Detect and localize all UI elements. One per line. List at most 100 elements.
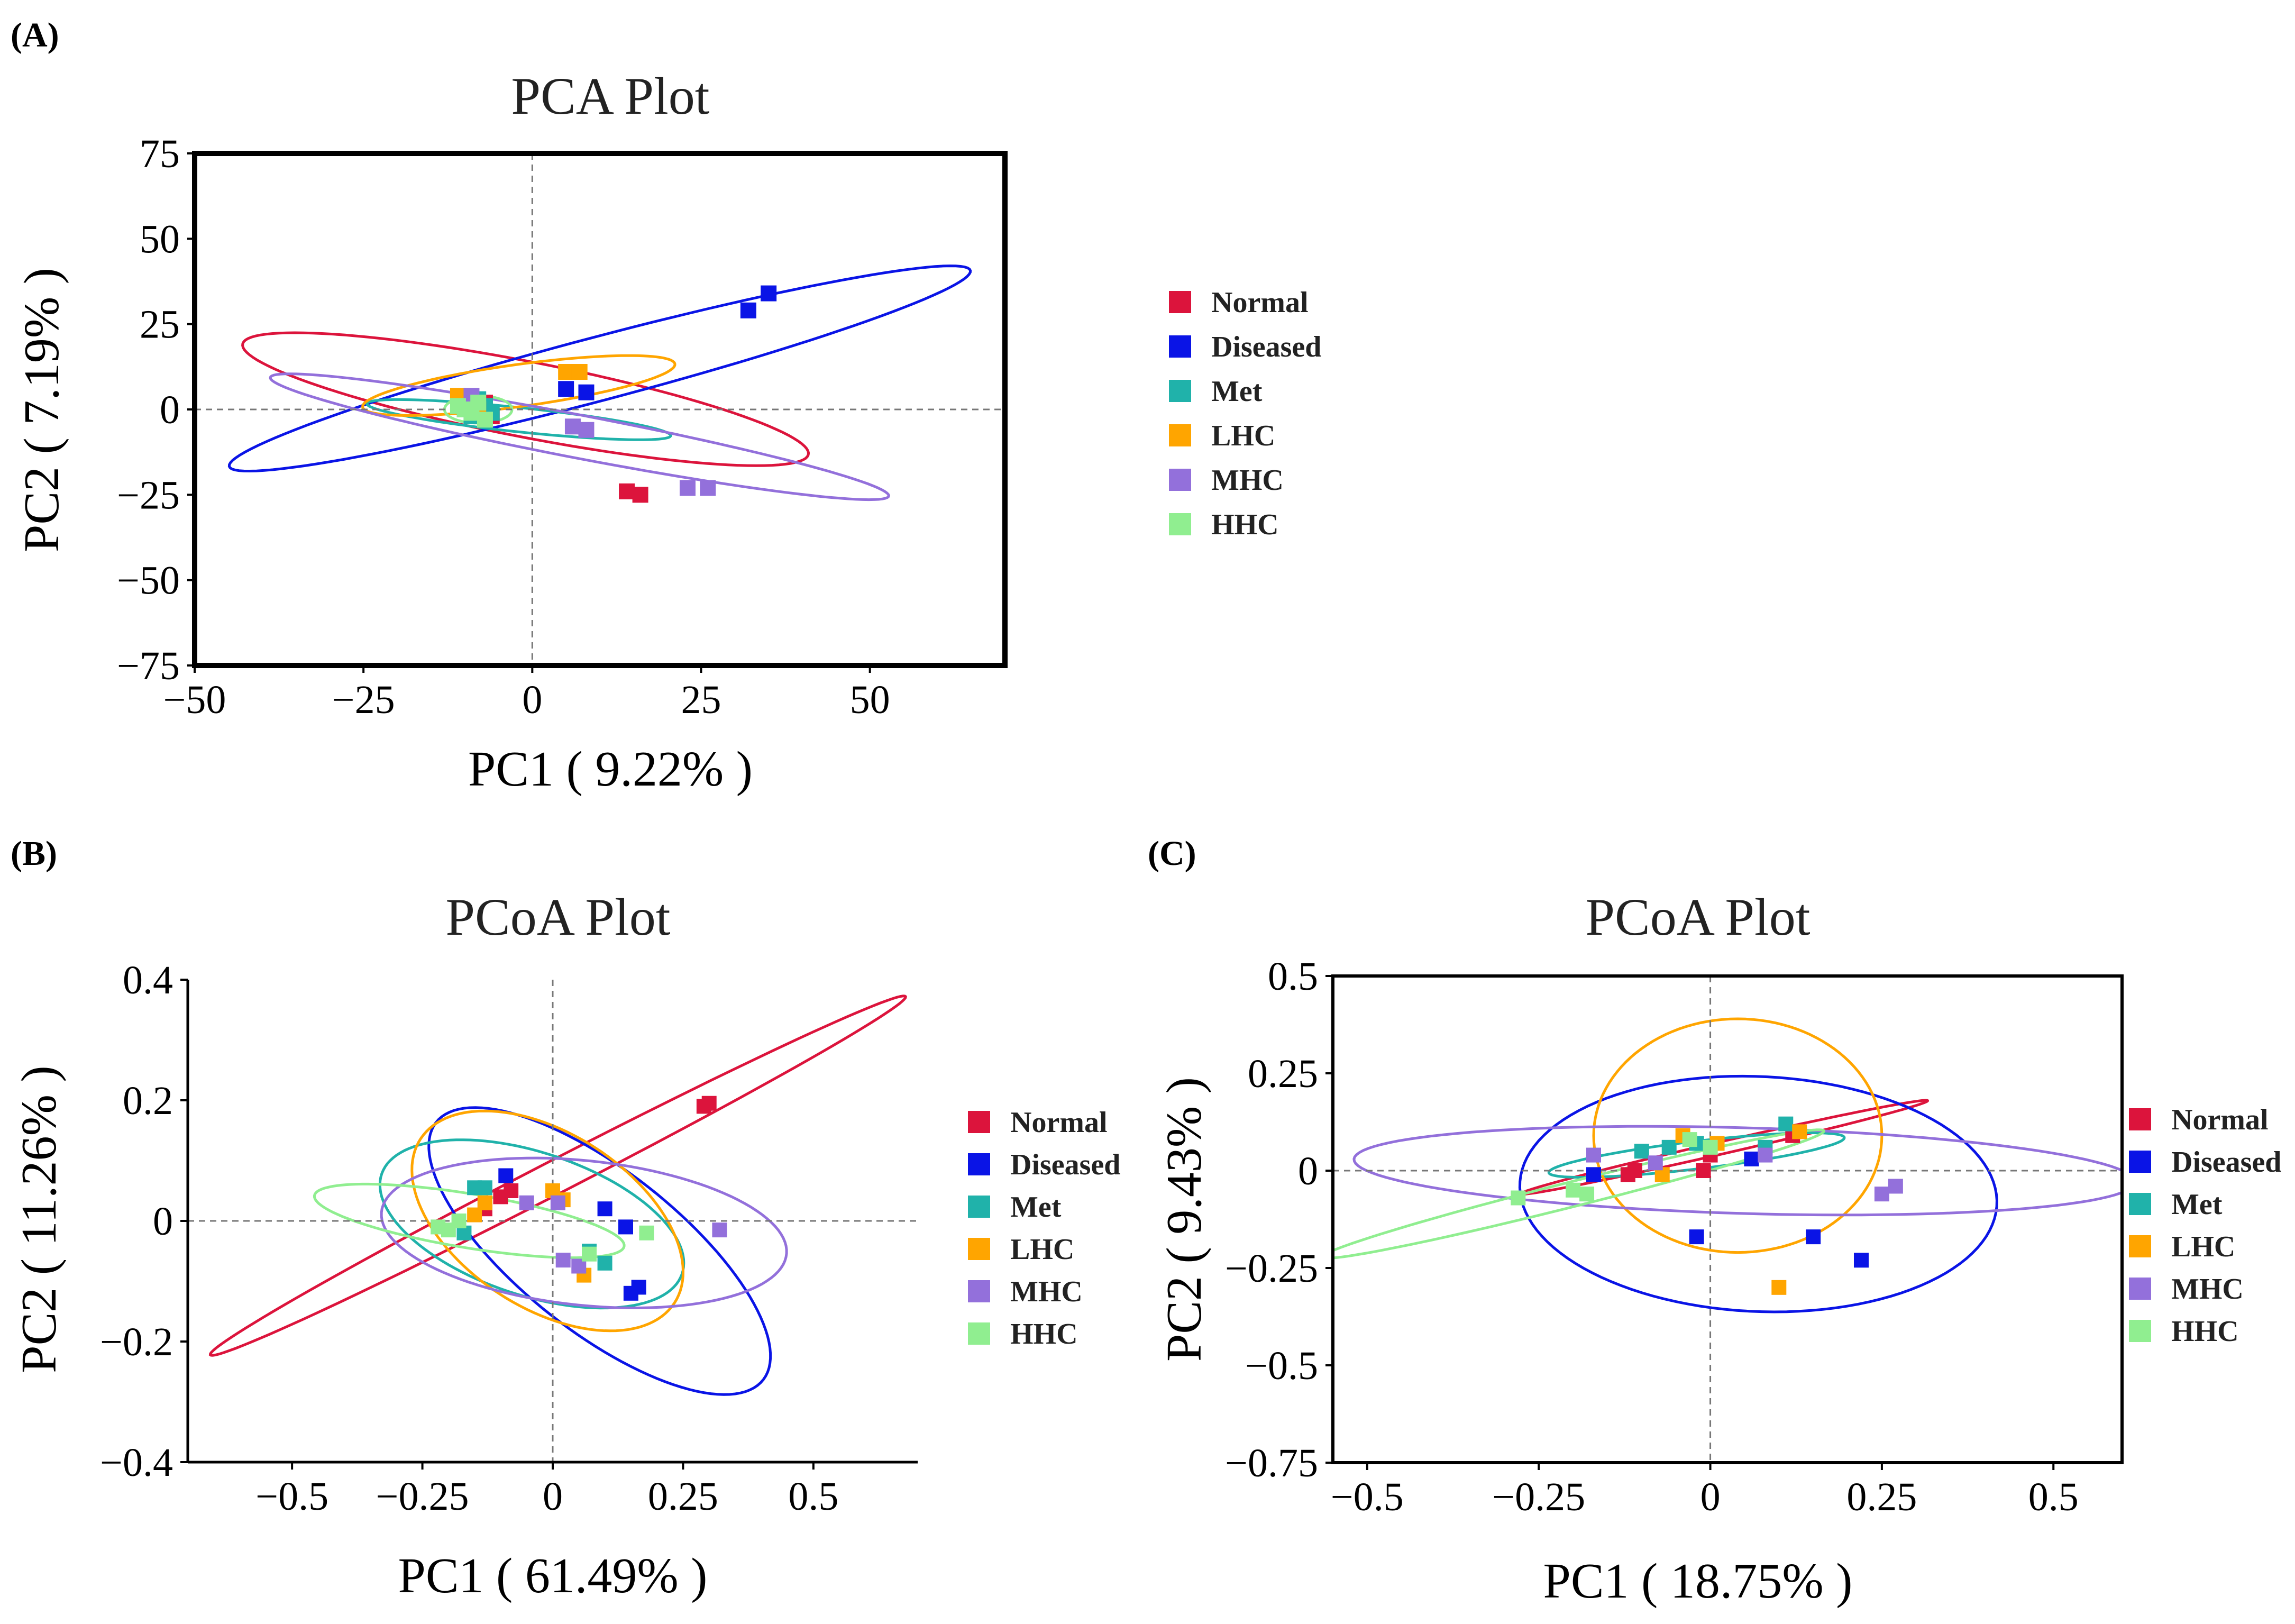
x-tick-label-a: 50 [850,678,890,722]
y-axis-label-b: PC2 ( 11.26% ) [12,1065,67,1373]
y-tick-label-c: −0.25 [1225,1246,1318,1291]
zero-lines-a [195,153,1005,665]
y-tick-label-b: −0.2 [100,1320,173,1364]
y-ticks-c: 0.5 0.25 0 −0.25 −0.5 −0.75 [1225,954,1333,1485]
point-mhc-b [550,1195,565,1210]
ellipse-lhc-a [361,354,676,417]
y-tick-label-c: −0.5 [1245,1344,1318,1388]
point-diseased-c [1744,1151,1759,1166]
point-mhc-c [1648,1155,1663,1171]
legend-label-diseased-c: Diseased [2171,1146,2281,1179]
x-tick-label-b: 0.5 [788,1474,838,1519]
ellipse-normal-a [241,331,810,467]
y-tick-label-a: 0 [160,388,180,432]
x-ticks-b: −0.5 −0.25 0 0.25 0.5 [255,1462,838,1519]
point-normal-b [504,1183,519,1198]
point-diseased-a [761,285,777,302]
point-hhc-c [1703,1139,1718,1155]
y-tick-label-c: 0.25 [1248,1052,1318,1096]
legend-swatch-mhc-a [1169,469,1191,491]
point-mhc-a [679,480,696,496]
legend-swatch-normal-a [1169,291,1191,313]
ellipse-diseased-c [1518,1074,1998,1313]
x-tick-label-b: 0 [543,1474,563,1519]
legend-swatch-lhc-a [1169,424,1191,446]
plot-clip-c [1333,976,2122,1463]
point-diseased-a [578,384,595,400]
legend-label-met-c: Met [2171,1188,2223,1221]
legend-label-mhc-a: MHC [1211,464,1284,497]
ellipses-c [1333,1017,2122,1313]
legend-swatch-hhc-a [1169,513,1191,535]
y-ticks-a: 75 50 25 0 −25 −50 −75 [117,132,195,688]
x-tick-label-a: 0 [522,678,542,722]
ellipses-b [208,995,907,1396]
legend-swatch-mhc-c [2129,1278,2151,1300]
panel-c: (C) PCoA Plot PC1 ( 18.75% ) PC2 ( 9.43%… [1148,834,2124,1609]
point-diseased-b [631,1280,646,1295]
points-a [450,285,777,503]
point-hhc-c [1566,1182,1581,1198]
ellipses-a [227,264,972,501]
point-hhc-b [639,1225,654,1240]
point-mhc-a [564,418,581,435]
legend-swatch-diseased-c [2129,1151,2151,1173]
point-mhc-c [1888,1179,1903,1194]
legend-label-hhc-c: HHC [2171,1315,2239,1348]
legend-label-hhc-a: HHC [1211,508,1279,541]
legend-swatch-normal-c [2129,1108,2151,1130]
x-ticks-c: −0.5 −0.25 0 0.25 0.5 [1331,1463,2079,1519]
legend-swatch-normal-b [968,1111,990,1133]
legend-label-lhc-b: LHC [1010,1233,1074,1266]
zero-lines-c [1333,976,2122,1463]
legend-a: Normal Diseased Met LHC MHC HHC [1169,286,1321,541]
point-mhc-c [1758,1147,1773,1163]
point-met-c [1778,1116,1794,1132]
zero-lines-b [188,980,918,1462]
ellipse-lhc-b [410,1109,685,1333]
panel-label-a: (A) [11,16,59,54]
y-tick-label-b: 0 [153,1199,173,1244]
point-met-c [1661,1139,1677,1155]
chart-title-c: PCoA Plot [1585,888,1810,946]
point-diseased-c [1806,1229,1821,1245]
point-normal-c [1696,1163,1711,1178]
y-tick-label-a: 75 [140,132,180,176]
plot-frame-c [1331,974,2124,1464]
point-diseased-c [1586,1167,1602,1182]
ellipse-mhc-b [380,1156,788,1310]
ellipse-met-b [378,1138,685,1310]
legend-swatch-hhc-b [968,1322,990,1345]
legend-swatch-diseased-a [1169,335,1191,358]
legend-swatch-hhc-c [2129,1320,2151,1342]
x-tick-label-b: −0.25 [376,1474,469,1519]
point-hhc-b [582,1246,597,1262]
legend-label-mhc-b: MHC [1010,1275,1083,1308]
point-met-b [597,1255,612,1271]
point-diseased-a [558,381,574,397]
x-axis-label-b: PC1 ( 61.49% ) [398,1548,708,1603]
point-hhc-b [451,1214,467,1228]
point-hhc-c [1579,1187,1595,1202]
point-met-c [1634,1144,1649,1159]
y-tick-label-b: −0.4 [100,1440,173,1485]
y-tick-label-a: 25 [140,303,180,347]
points-c [1511,1116,1903,1295]
x-tick-label-c: 0 [1700,1475,1721,1519]
legend-label-lhc-a: LHC [1211,419,1275,452]
legend-label-normal-b: Normal [1010,1106,1108,1139]
point-normal-a [632,487,648,503]
y-tick-label-b: 0.4 [123,958,173,1002]
point-hhc-c [1682,1132,1697,1147]
legend-label-normal-a: Normal [1211,286,1309,319]
x-tick-label-c: −0.25 [1492,1475,1585,1519]
panel-a: (A) PCA Plot PC1 ( 9.22% ) PC2 ( 7.19% )… [11,16,1008,797]
panel-b: (B) PCoA Plot PC1 ( 61.49% ) PC2 ( 11.26… [11,834,918,1603]
y-tick-label-a: −50 [117,559,180,603]
plot-clip-a [195,153,1005,665]
legend-label-diseased-b: Diseased [1010,1148,1120,1181]
point-hhc-a [477,412,493,428]
plot-clip-b [188,980,918,1462]
y-tick-label-c: 0 [1298,1149,1318,1193]
